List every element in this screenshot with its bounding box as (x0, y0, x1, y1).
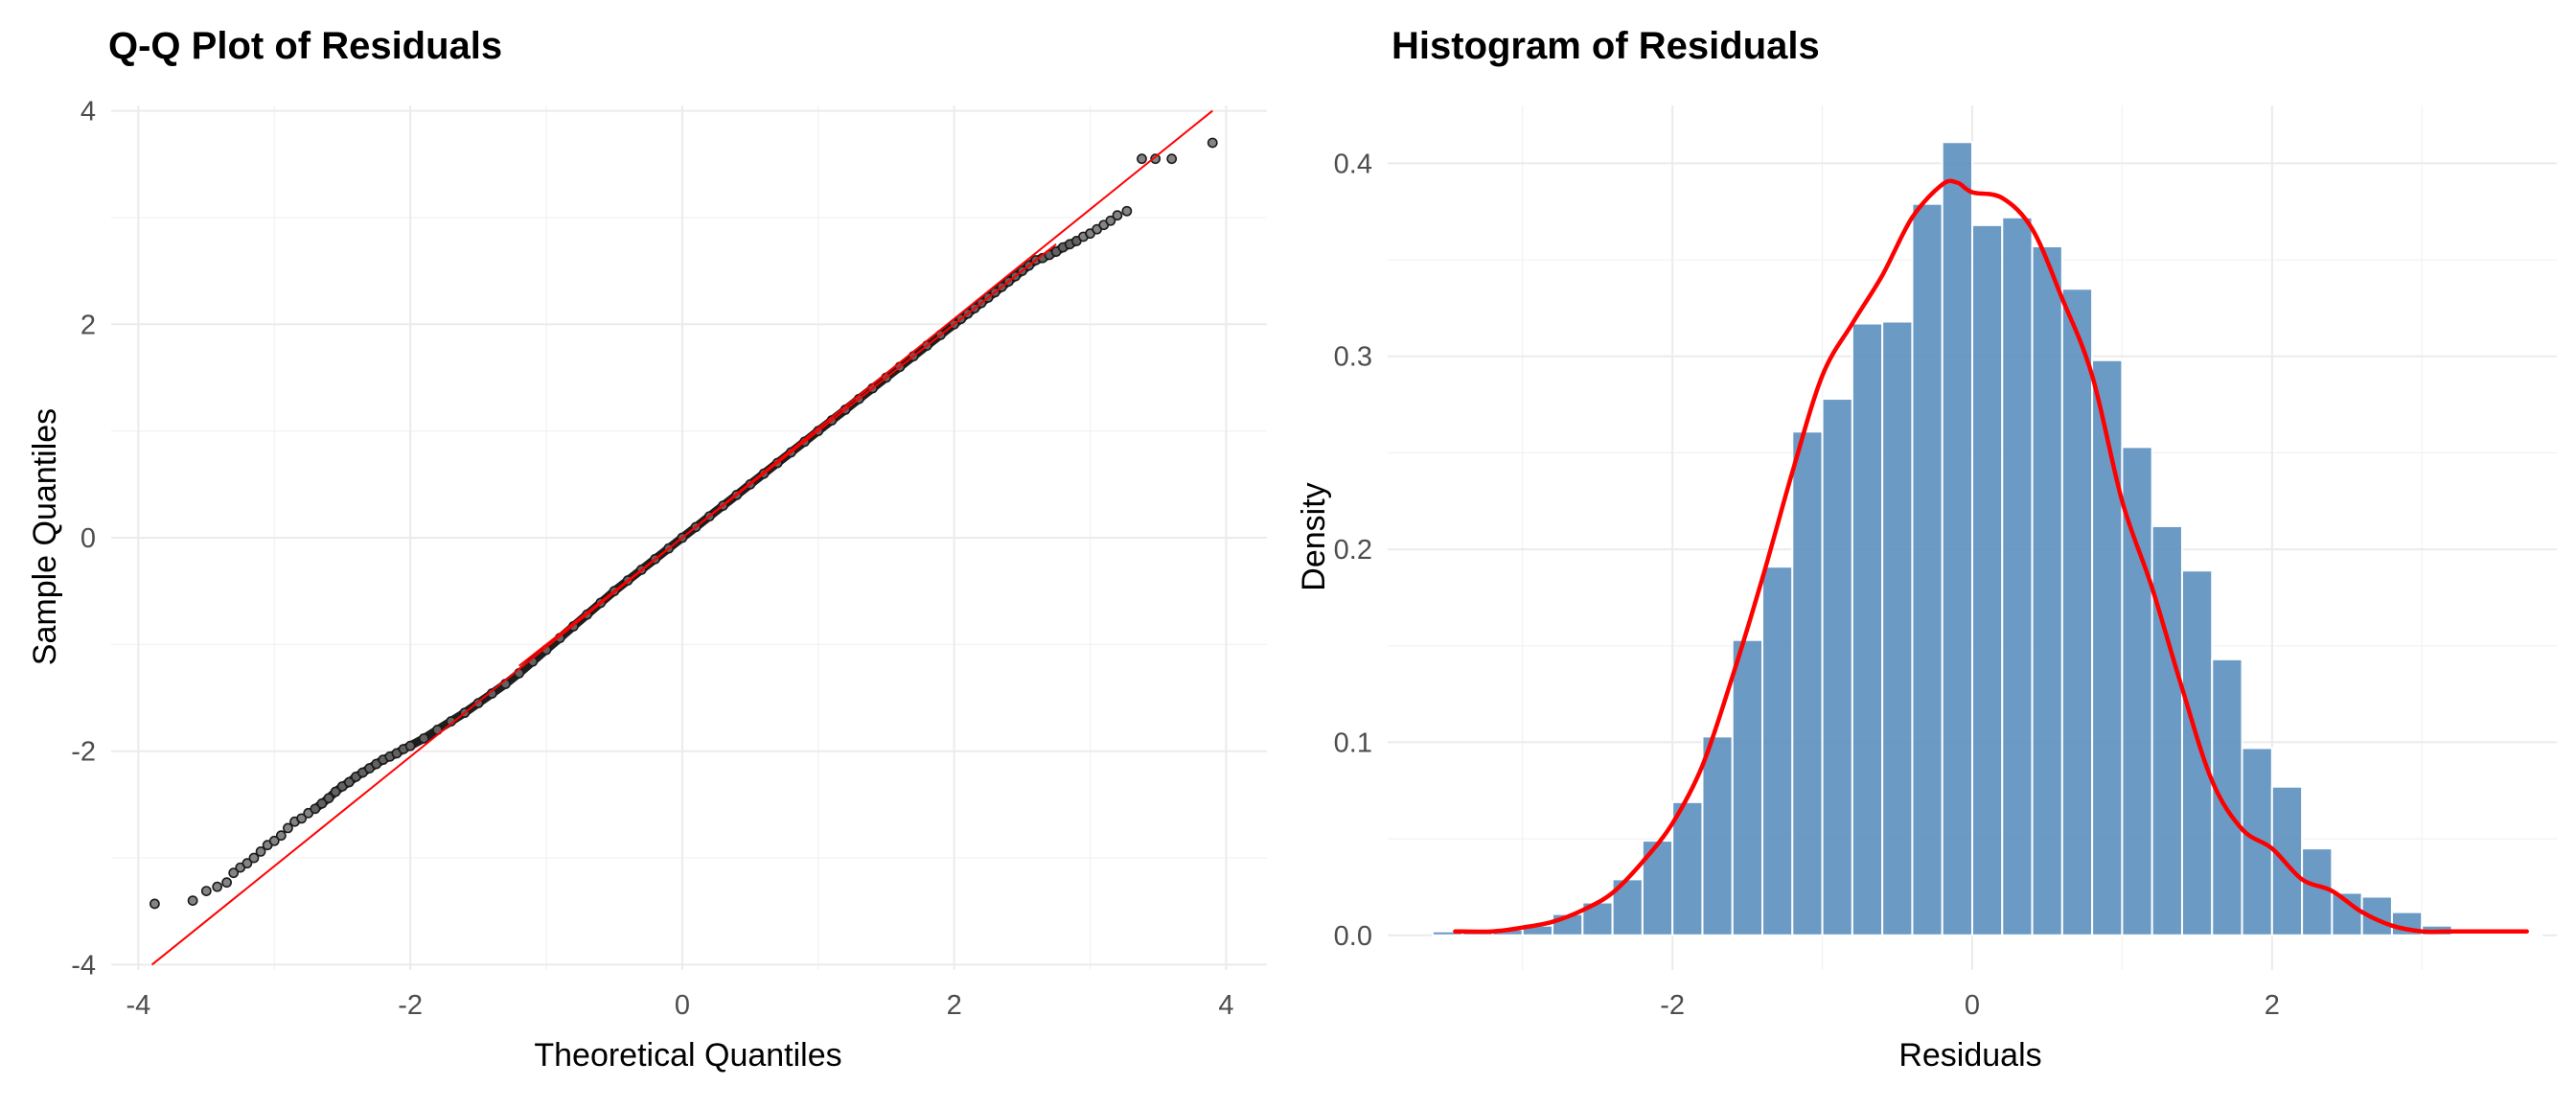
qq-point (1121, 205, 1133, 217)
qq-x-tick-label: 2 (947, 990, 962, 1021)
qq-y-tick-labels: -4 -2 0 2 4 (71, 97, 96, 982)
qq-reference-line (150, 109, 1213, 966)
histogram-y-tick-label: 0.2 (1334, 535, 1372, 566)
histogram-bar (1881, 320, 1914, 936)
histogram-density-curve (1453, 178, 2529, 935)
histogram-bar (2511, 932, 2543, 936)
qq-point (1166, 153, 1178, 165)
qq-point (330, 786, 341, 797)
histogram-bar (2001, 216, 2034, 936)
qq-point (310, 803, 321, 815)
histogram-x-tick-labels: -2 0 2 (1660, 990, 2280, 1021)
histogram-bars (1431, 141, 2543, 936)
qq-x-tick-label: 0 (675, 990, 690, 1021)
qq-reference-line-overlay (518, 243, 1057, 667)
histogram-y-tick-label: 0.0 (1334, 921, 1372, 952)
histogram-bar (1761, 566, 1794, 936)
qq-grid (111, 105, 1267, 970)
histogram-y-tick-labels: 0.0 0.1 0.2 0.3 0.4 (1334, 149, 1372, 951)
qq-point (343, 776, 355, 788)
histogram-bar (2121, 446, 2153, 936)
histogram-x-tick-label: 2 (2265, 990, 2280, 1021)
qq-y-tick-label: -4 (71, 950, 96, 981)
histogram-panel: Histogram of Residuals -2 0 2 0.0 0.1 0.2 0.3… (1296, 25, 2557, 1074)
qq-plot-panel: Q-Q Plot of Residuals -4 -2 0 2 4 -4 -2 0 2 4 Th… (27, 25, 1267, 1074)
histogram-bar (2031, 244, 2063, 936)
qq-point (296, 813, 308, 824)
histogram-bar (1671, 800, 1704, 936)
histogram-x-tick-label: -2 (1660, 990, 1685, 1021)
qq-point (323, 793, 334, 804)
qq-point (1105, 215, 1116, 226)
qq-point (248, 852, 260, 864)
qq-point (316, 797, 328, 809)
histogram-y-tick-label: 0.1 (1334, 728, 1372, 758)
histogram-y-axis-label: Density (1296, 482, 1332, 590)
histogram-bar (1791, 430, 1824, 936)
qq-point (1150, 153, 1162, 165)
histogram-title: Histogram of Residuals (1392, 25, 1820, 67)
qq-points (150, 137, 1218, 910)
qq-point (255, 845, 266, 857)
qq-point (228, 867, 240, 879)
histogram-y-tick-label: 0.3 (1334, 342, 1372, 373)
qq-point (418, 732, 429, 744)
histogram-density-line (1453, 178, 2529, 935)
qq-plot-title: Q-Q Plot of Residuals (108, 25, 502, 67)
histogram-bar (1971, 223, 2004, 936)
histogram-bar (1701, 735, 1734, 936)
qq-point (1137, 153, 1147, 165)
qq-point (187, 895, 198, 907)
qq-y-tick-label: 2 (80, 310, 96, 340)
histogram-bar (1821, 398, 1853, 936)
qq-point (1207, 137, 1218, 149)
qq-point (275, 830, 287, 842)
qq-point (221, 877, 232, 889)
qq-x-tick-label: -2 (398, 990, 423, 1021)
histogram-bar (1911, 202, 1944, 936)
qq-x-axis-label: Theoretical Quantiles (534, 1037, 841, 1074)
qq-point (200, 886, 212, 896)
qq-point (268, 835, 280, 846)
histogram-bar (1731, 638, 1764, 936)
histogram-bar (2270, 785, 2304, 936)
histogram-bar (2480, 932, 2514, 936)
histogram-x-axis-label: Residuals (1898, 1037, 2041, 1074)
qq-x-tick-label: 4 (1218, 990, 1233, 1021)
qq-y-tick-label: 4 (80, 97, 96, 127)
histogram-y-tick-label: 0.4 (1334, 149, 1372, 179)
qq-point (212, 881, 223, 892)
histogram-bar (2150, 524, 2183, 936)
histogram-x-tick-label: 0 (1965, 990, 1980, 1021)
histogram-bar (1851, 322, 1884, 936)
histogram-bar (2211, 658, 2243, 936)
histogram-bar (2060, 288, 2094, 936)
qq-point (404, 740, 416, 751)
histogram-bar (2450, 932, 2483, 936)
qq-point (242, 858, 253, 869)
qq-y-tick-label: -2 (71, 737, 96, 768)
histogram-bar (1941, 141, 1973, 936)
qq-y-tick-label: 0 (80, 523, 96, 554)
qq-point (283, 822, 293, 834)
qq-y-axis-label: Sample Quantiles (27, 408, 63, 665)
qq-point (150, 898, 160, 910)
histogram-bar (2301, 847, 2334, 936)
qq-x-tick-label: -4 (126, 990, 150, 1021)
qq-point (1112, 210, 1123, 221)
histogram-bar (2180, 569, 2214, 936)
qq-x-tick-labels: -4 -2 0 2 4 (126, 990, 1233, 1021)
